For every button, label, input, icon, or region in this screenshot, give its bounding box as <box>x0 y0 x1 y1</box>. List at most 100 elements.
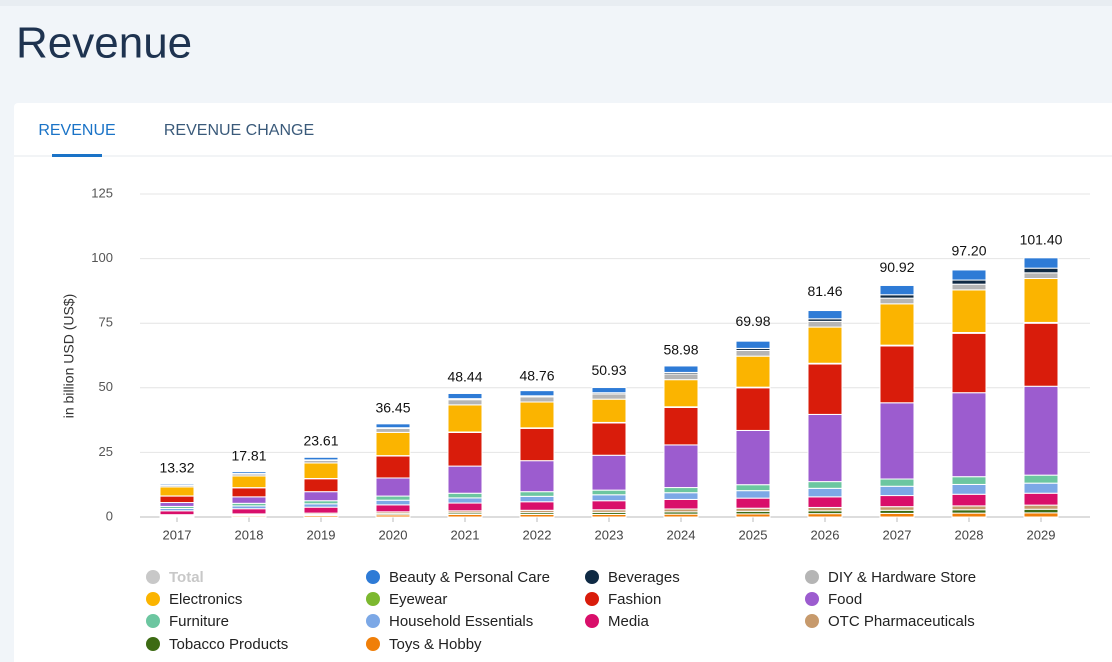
bar-segment <box>159 495 195 504</box>
bar-segment <box>1023 257 1059 269</box>
y-tick-label: 0 <box>106 508 113 523</box>
legend-marker[interactable] <box>805 570 819 584</box>
x-tick-label: 2017 <box>163 527 192 542</box>
bar-segment <box>1023 504 1059 510</box>
total-label: 81.46 <box>807 283 842 299</box>
legend-label[interactable]: OTC Pharmaceuticals <box>828 613 975 630</box>
bar-segment <box>879 485 915 497</box>
x-tick-label: 2024 <box>667 527 696 542</box>
legend-label[interactable]: Electronics <box>169 591 242 608</box>
bar-segment <box>663 379 699 408</box>
legend-marker[interactable] <box>585 614 599 628</box>
bar-segment <box>807 310 843 320</box>
x-tick-label: 2027 <box>883 527 912 542</box>
bar-segment <box>375 423 411 429</box>
bar-segment <box>375 455 411 479</box>
total-label: 23.61 <box>303 433 338 449</box>
bar-segment <box>735 484 771 492</box>
legend-marker[interactable] <box>146 614 160 628</box>
bar-segment <box>1023 385 1059 476</box>
bar-segment <box>375 477 411 497</box>
bar-segment <box>879 402 915 480</box>
bar-segment <box>303 506 339 514</box>
x-tick-label: 2026 <box>811 527 840 542</box>
legend-label[interactable]: Eyewear <box>389 591 447 608</box>
legend-marker[interactable] <box>366 570 380 584</box>
legend-marker[interactable] <box>805 592 819 606</box>
total-label: 48.76 <box>519 368 554 384</box>
x-tick-label: 2018 <box>235 527 264 542</box>
bar-segment <box>375 499 411 506</box>
bar-segment <box>447 492 483 499</box>
legend-label[interactable]: Toys & Hobby <box>389 636 482 653</box>
total-label: 17.81 <box>231 448 266 464</box>
bar-segment <box>807 481 843 489</box>
bar-segment <box>519 390 555 397</box>
bar-segment <box>303 503 339 508</box>
bar-segment <box>951 483 987 495</box>
bar-segment <box>735 497 771 509</box>
bar-segment <box>951 505 987 511</box>
bar-segment <box>879 495 915 508</box>
bar-segment <box>447 497 483 504</box>
bar-segment <box>447 465 483 494</box>
legend-marker[interactable] <box>805 614 819 628</box>
legend-marker[interactable] <box>146 592 160 606</box>
bar-segment <box>519 491 555 497</box>
bar-segment <box>951 392 987 478</box>
page-title: Revenue <box>16 19 192 68</box>
bar-segment <box>951 509 987 514</box>
legend-marker[interactable] <box>146 637 160 651</box>
bar-segment <box>591 387 627 394</box>
bar-segment <box>735 490 771 499</box>
total-label: 69.98 <box>735 313 770 329</box>
bar-segment <box>663 492 699 500</box>
legend-marker[interactable] <box>366 614 380 628</box>
bar-segment <box>879 478 915 487</box>
bar-segment <box>591 489 627 496</box>
bar-segment <box>1023 267 1059 274</box>
bar-segment <box>519 460 555 493</box>
legend-marker[interactable] <box>146 570 160 584</box>
legend-label[interactable]: Beauty & Personal Care <box>389 569 550 586</box>
bar-segment <box>591 398 627 423</box>
tab[interactable]: REVENUE CHANGE <box>164 122 314 139</box>
x-tick-label: 2025 <box>739 527 768 542</box>
legend-marker[interactable] <box>585 592 599 606</box>
bar-segment <box>159 483 195 486</box>
legend-marker[interactable] <box>585 570 599 584</box>
bar-segment <box>1023 508 1059 514</box>
legend-label[interactable]: Furniture <box>169 613 229 630</box>
y-tick-label: 100 <box>91 250 113 265</box>
card <box>14 103 1112 662</box>
bar-segment <box>807 496 843 508</box>
bar-segment <box>807 506 843 512</box>
legend-label[interactable]: Fashion <box>608 591 661 608</box>
legend-label[interactable]: DIY & Hardware Store <box>828 569 976 586</box>
bar-segment <box>519 396 555 403</box>
bar-segment <box>735 387 771 431</box>
legend-label[interactable]: Beverages <box>608 569 680 586</box>
bar-segment <box>735 355 771 388</box>
bar-segment <box>231 508 267 515</box>
bar-segment <box>807 413 843 483</box>
bar-segment <box>879 506 915 511</box>
legend-label[interactable]: Household Essentials <box>389 613 533 630</box>
legend-label[interactable]: Tobacco Products <box>169 636 288 653</box>
legend-label[interactable]: Food <box>828 591 862 608</box>
legend-marker[interactable] <box>366 592 380 606</box>
total-label: 101.40 <box>1020 232 1063 248</box>
bar-segment <box>951 269 987 281</box>
legend-label[interactable]: Total <box>169 569 204 586</box>
bar-segment <box>663 487 699 494</box>
bar-segment <box>375 504 411 513</box>
y-tick-label: 50 <box>99 379 113 394</box>
legend-label[interactable]: Media <box>608 613 650 630</box>
total-label: 13.32 <box>159 459 194 475</box>
legend-marker[interactable] <box>366 637 380 651</box>
tab-active[interactable]: REVENUE <box>38 122 115 139</box>
bar-segment <box>519 501 555 511</box>
bar-segment <box>447 432 483 467</box>
bar-segment <box>519 427 555 462</box>
